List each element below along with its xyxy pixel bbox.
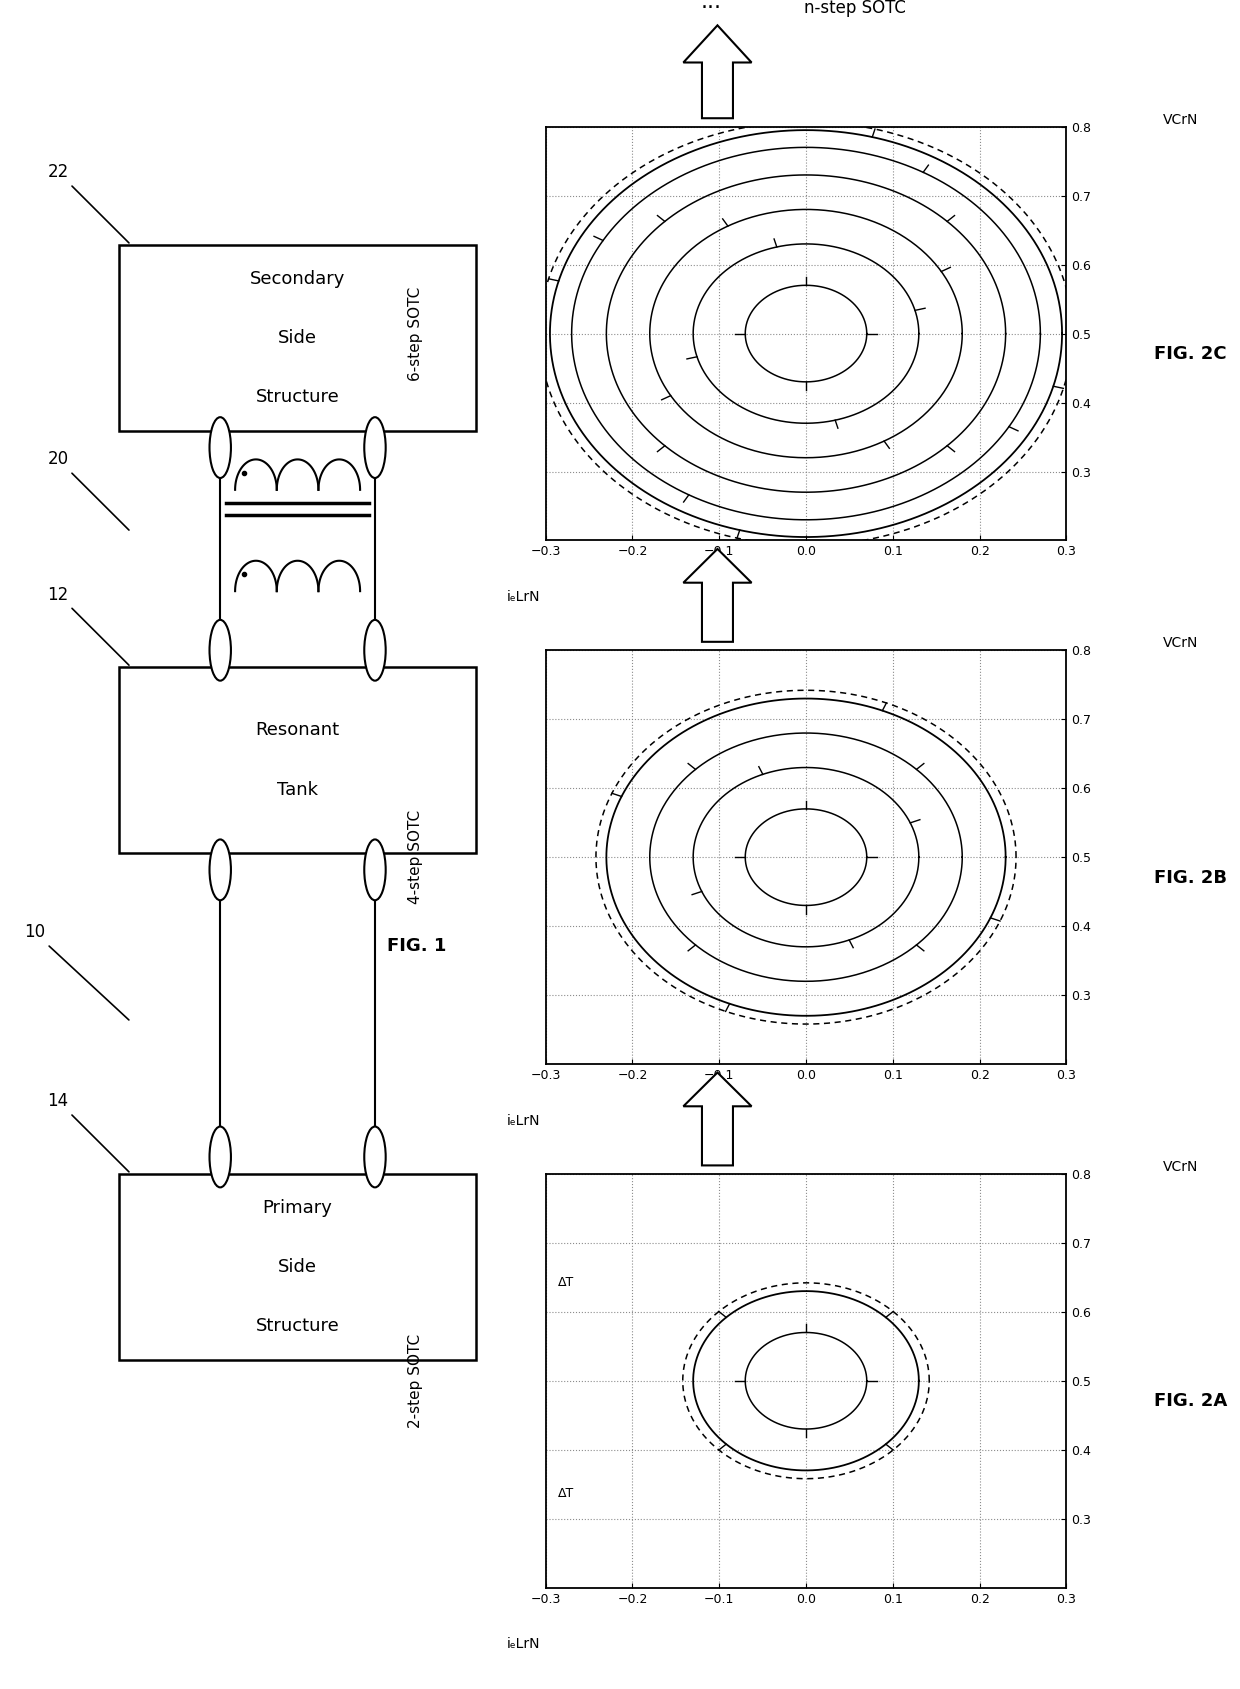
Text: FIG. 2B: FIG. 2B: [1154, 868, 1226, 887]
Circle shape: [210, 1127, 231, 1187]
Bar: [119, 1174, 476, 1360]
Text: n-step SOTC: n-step SOTC: [805, 0, 906, 17]
Text: Side: Side: [278, 1258, 317, 1275]
Text: Secondary: Secondary: [250, 270, 345, 287]
Text: Tank: Tank: [277, 780, 319, 799]
Text: ...: ...: [701, 0, 722, 12]
Circle shape: [365, 839, 386, 900]
Circle shape: [365, 417, 386, 478]
Text: 2-step SOTC: 2-step SOTC: [408, 1334, 423, 1427]
Text: FIG. 2A: FIG. 2A: [1153, 1392, 1228, 1410]
Text: Side: Side: [278, 329, 317, 346]
Text: 22: 22: [47, 164, 129, 243]
Bar: [119, 245, 476, 431]
Text: VCrN: VCrN: [1163, 1160, 1199, 1174]
Bar: [119, 667, 476, 853]
Circle shape: [210, 839, 231, 900]
Text: 10: 10: [24, 924, 129, 1020]
Text: Structure: Structure: [255, 1317, 340, 1334]
Text: iₑLrN: iₑLrN: [507, 589, 541, 605]
Text: FIG. 2C: FIG. 2C: [1154, 345, 1226, 363]
Text: iₑLrN: iₑLrN: [507, 1637, 541, 1652]
Text: 20: 20: [47, 451, 129, 530]
Text: 14: 14: [47, 1093, 129, 1172]
Text: iₑLrN: iₑLrN: [507, 1113, 541, 1128]
Text: FIG. 1: FIG. 1: [387, 937, 446, 954]
Text: 6-step SOTC: 6-step SOTC: [408, 287, 423, 380]
Circle shape: [210, 417, 231, 478]
Circle shape: [365, 1127, 386, 1187]
Text: VCrN: VCrN: [1163, 637, 1199, 650]
Text: ΔT: ΔT: [558, 1486, 574, 1500]
Text: Primary: Primary: [263, 1199, 332, 1216]
Text: Structure: Structure: [255, 388, 340, 405]
Text: 12: 12: [47, 586, 129, 665]
Text: Resonant: Resonant: [255, 721, 340, 740]
Circle shape: [210, 620, 231, 681]
Text: ΔT: ΔT: [558, 1275, 574, 1289]
Text: VCrN: VCrN: [1163, 113, 1199, 127]
Circle shape: [365, 620, 386, 681]
Text: 4-step SOTC: 4-step SOTC: [408, 811, 423, 904]
